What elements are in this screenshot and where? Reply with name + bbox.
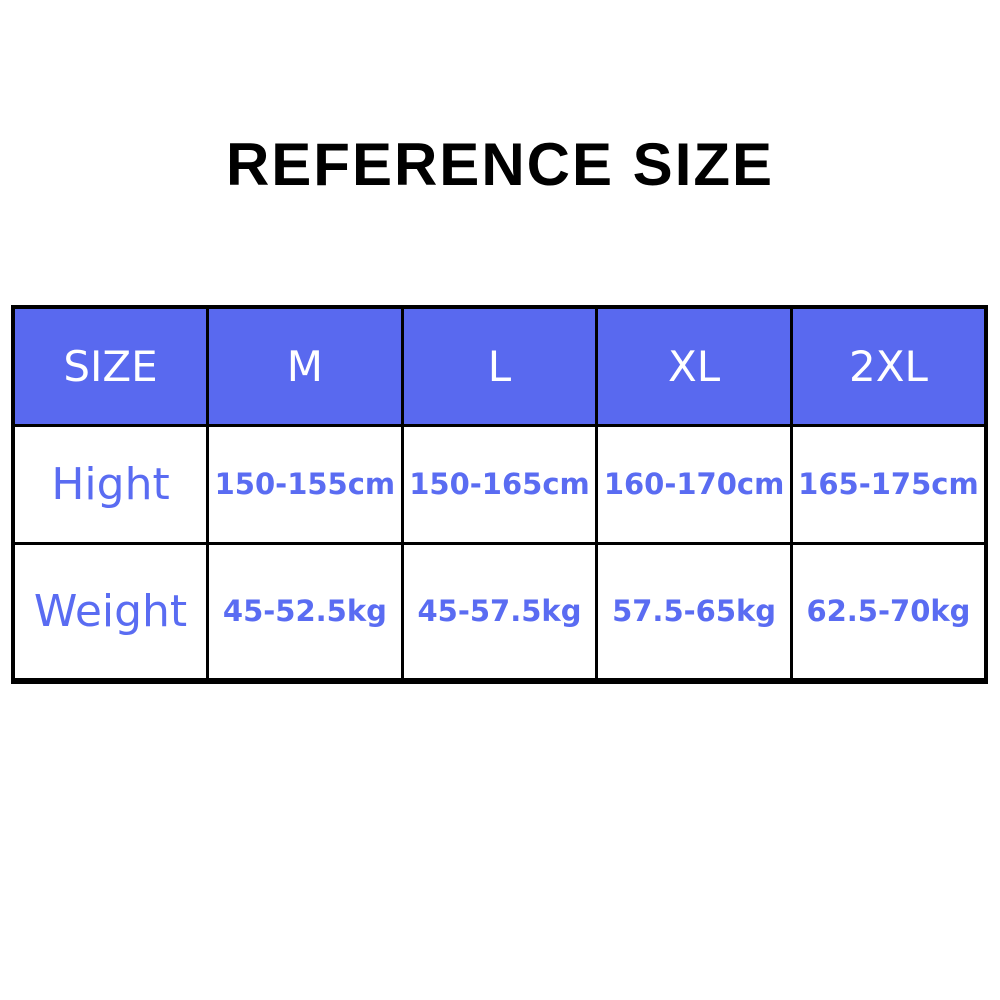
header-cell-size: SIZE [11,305,210,427]
table-row-hight: Hight 150-155cm 150-165cm 160-170cm 165-… [11,423,988,545]
size-reference-table: SIZE M L XL 2XL Hight 150-155cm 150-165c… [11,305,988,684]
row-label-weight: Weight [11,541,210,683]
page-title: REFERENCE SIZE [225,131,775,198]
value-cell-hight-2xl: 165-175cm [789,423,988,545]
table-row-weight: Weight 45-52.5kg 45-57.5kg 57.5-65kg 62.… [11,541,988,683]
header-cell-m: M [206,305,404,427]
value-cell-hight-xl: 160-170cm [595,423,793,545]
value-cell-weight-m: 45-52.5kg [206,541,404,683]
header-cell-2xl: 2XL [789,305,988,427]
row-label-hight: Hight [11,423,210,545]
value-cell-weight-2xl: 62.5-70kg [789,541,988,683]
header-cell-l: L [400,305,599,427]
header-cell-xl: XL [595,305,793,427]
value-cell-weight-l: 45-57.5kg [400,541,599,683]
table-header-row: SIZE M L XL 2XL [11,305,988,427]
value-cell-weight-xl: 57.5-65kg [595,541,793,683]
value-cell-hight-m: 150-155cm [206,423,404,545]
value-cell-hight-l: 150-165cm [400,423,599,545]
